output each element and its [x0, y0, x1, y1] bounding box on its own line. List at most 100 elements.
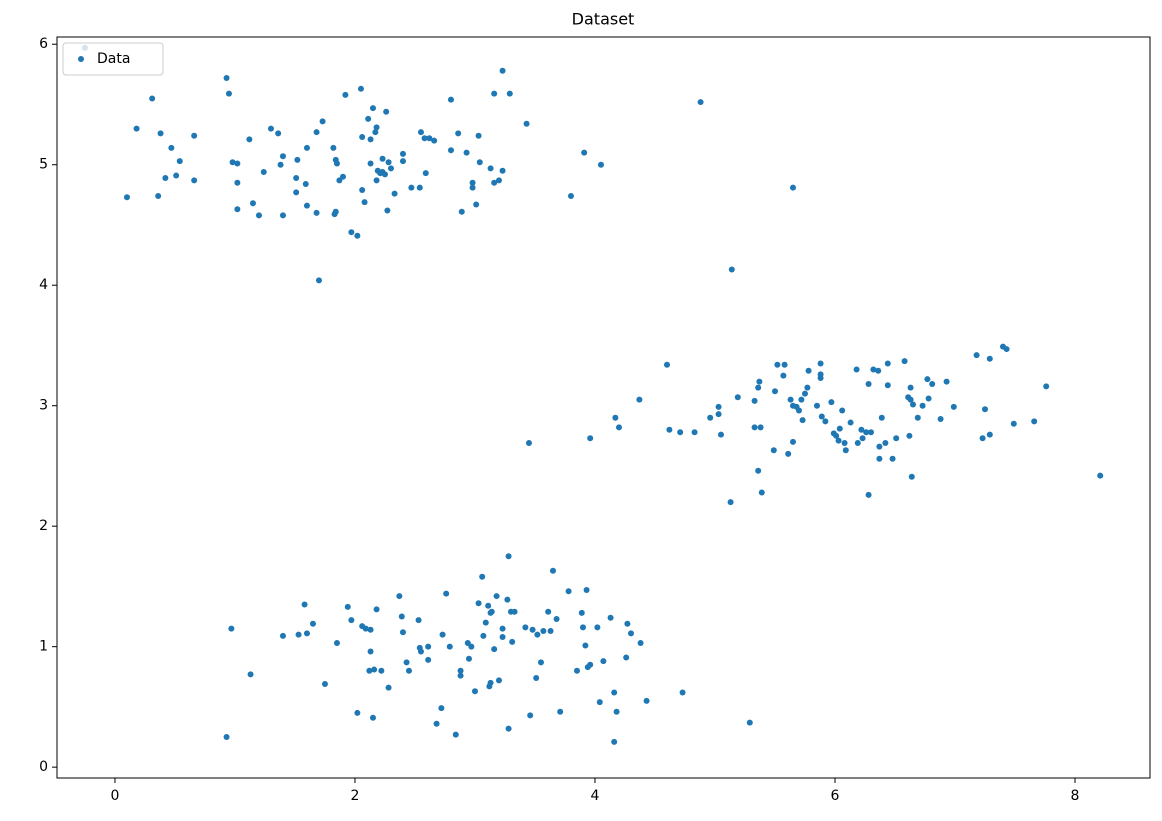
- data-point: [149, 95, 156, 102]
- data-point: [565, 588, 572, 595]
- data-point: [365, 115, 372, 122]
- data-point: [533, 674, 540, 681]
- data-point: [804, 384, 811, 391]
- data-point: [799, 417, 806, 424]
- data-point: [367, 136, 374, 143]
- data-point: [715, 411, 722, 418]
- data-point: [443, 590, 450, 597]
- data-point: [247, 671, 254, 678]
- data-point: [523, 120, 530, 127]
- data-point: [853, 366, 860, 373]
- data-point: [367, 626, 374, 633]
- data-point: [594, 624, 601, 631]
- x-tick-label: 8: [1071, 788, 1080, 804]
- data-point: [379, 155, 386, 162]
- data-point: [385, 684, 392, 691]
- data-point: [907, 384, 914, 391]
- data-point: [234, 160, 241, 167]
- data-point: [929, 381, 936, 388]
- data-point: [438, 705, 445, 712]
- data-point: [447, 96, 454, 103]
- data-point: [267, 125, 274, 132]
- data-point: [378, 667, 385, 674]
- data-point: [818, 413, 825, 420]
- data-point: [465, 655, 472, 662]
- data-point: [234, 179, 241, 186]
- data-point: [615, 424, 622, 431]
- y-tick-label: 0: [39, 759, 48, 775]
- data-point: [348, 617, 355, 624]
- data-point: [387, 165, 394, 172]
- data-point: [597, 161, 604, 168]
- data-point: [487, 165, 494, 172]
- data-point: [342, 91, 349, 98]
- data-point: [255, 212, 262, 219]
- data-point: [758, 489, 765, 496]
- data-point: [371, 666, 378, 673]
- data-point: [293, 174, 300, 181]
- data-point: [679, 689, 686, 696]
- data-point: [611, 689, 618, 696]
- data-point: [842, 447, 849, 454]
- data-point: [534, 631, 541, 638]
- data-point: [728, 266, 735, 273]
- data-point: [455, 130, 462, 137]
- data-point: [506, 90, 513, 97]
- data-point: [369, 105, 376, 112]
- data-point: [294, 156, 301, 163]
- data-point: [884, 382, 891, 389]
- data-point: [473, 201, 480, 208]
- data-point: [780, 372, 787, 379]
- data-point: [624, 620, 631, 627]
- data-point: [396, 593, 403, 600]
- data-point: [330, 144, 337, 151]
- data-point: [457, 667, 464, 674]
- data-point: [260, 168, 267, 175]
- data-point: [858, 426, 865, 433]
- data-point: [471, 688, 478, 695]
- data-point: [801, 390, 808, 397]
- data-point: [876, 455, 883, 462]
- data-point: [391, 190, 398, 197]
- data-point: [458, 208, 465, 215]
- data-point: [865, 491, 872, 498]
- data-point: [925, 395, 932, 402]
- data-point: [488, 608, 495, 615]
- data-point: [373, 177, 380, 184]
- data-point: [549, 567, 556, 574]
- data-point: [751, 424, 758, 431]
- data-point: [463, 149, 470, 156]
- data-point: [157, 130, 164, 137]
- data-point: [1031, 418, 1038, 425]
- data-point: [1043, 383, 1050, 390]
- data-point: [315, 277, 322, 284]
- data-point: [246, 136, 253, 143]
- data-point: [367, 160, 374, 167]
- data-point: [479, 573, 486, 580]
- data-point: [757, 424, 764, 431]
- data-point: [381, 171, 388, 178]
- axes-frame: [56, 36, 1151, 779]
- data-point: [359, 134, 366, 141]
- data-point: [876, 443, 883, 450]
- data-point: [313, 209, 320, 216]
- data-point: [491, 90, 498, 97]
- data-point: [817, 374, 824, 381]
- data-point: [361, 199, 368, 206]
- data-point: [133, 125, 140, 132]
- data-point: [403, 659, 410, 666]
- data-point: [191, 177, 198, 184]
- data-point: [223, 734, 230, 741]
- data-point: [491, 646, 498, 653]
- data-point: [359, 187, 366, 194]
- data-point: [234, 206, 241, 213]
- data-point: [1097, 472, 1104, 479]
- data-point: [789, 184, 796, 191]
- data-point: [717, 431, 724, 438]
- legend-label: Data: [97, 51, 130, 67]
- data-point: [663, 361, 670, 368]
- data-point: [468, 643, 475, 650]
- x-tick-label: 0: [111, 788, 120, 804]
- data-point: [415, 617, 422, 624]
- data-point: [417, 129, 424, 136]
